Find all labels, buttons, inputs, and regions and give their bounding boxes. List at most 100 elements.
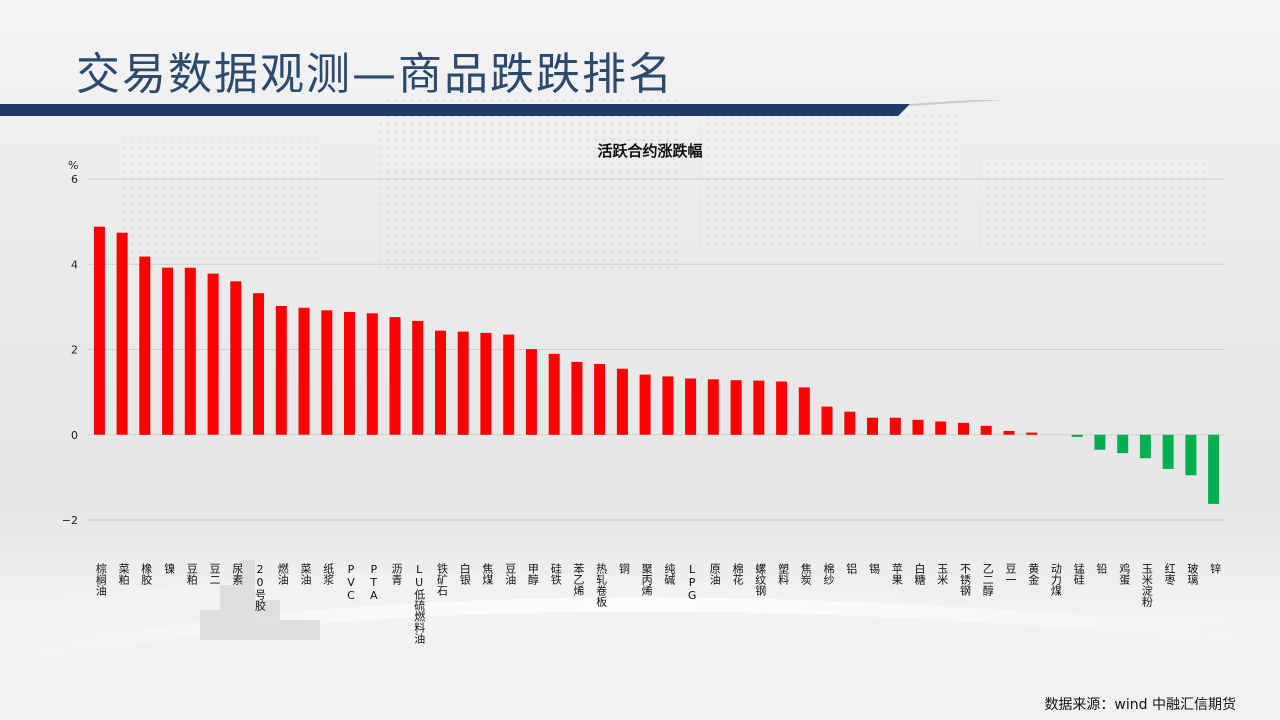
x-tick-label: 棉纱 <box>822 563 835 585</box>
bar <box>594 364 606 435</box>
y-tick-label: −2 <box>62 514 78 527</box>
x-tick-label: 铁矿石 <box>435 563 449 596</box>
x-tick-label: 豆油 <box>503 563 517 585</box>
x-tick-label: 原油 <box>708 563 722 585</box>
bar <box>275 306 287 435</box>
bar <box>980 425 992 435</box>
x-tick-label: 豆二 <box>208 563 222 585</box>
bar <box>821 406 833 435</box>
x-tick-label: PTA <box>367 563 381 602</box>
bar <box>93 226 105 435</box>
bar <box>912 419 924 435</box>
x-tick-label: 玻璃 <box>1185 563 1199 585</box>
x-tick-label: 苹果 <box>890 563 904 585</box>
bar <box>889 417 901 435</box>
bar <box>753 380 765 435</box>
bar <box>230 281 242 435</box>
x-tick-label: 菜油 <box>299 563 312 585</box>
bar <box>685 378 697 435</box>
bar <box>207 273 219 435</box>
bar <box>184 267 196 435</box>
x-tick-label: 铜 <box>617 563 631 574</box>
y-axis-unit: % <box>68 159 78 172</box>
bar <box>616 368 628 435</box>
bar <box>867 417 878 435</box>
bar <box>1117 434 1129 454</box>
x-tick-label: 螺纹钢 <box>753 563 767 596</box>
x-tick-label: 红枣 <box>1163 563 1177 585</box>
x-tick-label: 沥青 <box>390 563 403 585</box>
x-tick-label: 锡 <box>867 563 881 574</box>
bar <box>344 312 355 435</box>
x-tick-label: 菜粕 <box>117 563 131 585</box>
bar <box>1003 430 1015 435</box>
x-tick-label: 锰硅 <box>1072 563 1086 585</box>
x-tick-label: 铅 <box>1094 563 1108 574</box>
x-tick-label: 燃油 <box>276 563 290 585</box>
x-tick-label: 白银 <box>458 563 472 585</box>
x-tick-label: LPG <box>685 563 699 602</box>
bar <box>139 256 151 435</box>
x-tick-label: 焦炭 <box>799 563 813 585</box>
bar <box>412 320 424 435</box>
x-tick-label: PVC <box>344 563 358 602</box>
bar <box>1162 434 1174 469</box>
x-tick-label: 纯碱 <box>662 563 676 585</box>
x-tick-label: 棉花 <box>731 563 745 585</box>
x-tick-label: 白糖 <box>913 563 926 585</box>
x-tick-label: 塑料 <box>776 563 790 585</box>
x-tick-label: 硅铁 <box>549 563 563 585</box>
bar <box>1071 434 1083 437</box>
bar <box>321 310 333 435</box>
bar <box>958 422 969 435</box>
x-tick-label: 铝 <box>844 563 858 574</box>
bar <box>662 376 674 435</box>
x-tick-label: 甲醇 <box>526 563 540 585</box>
bar <box>798 387 810 435</box>
x-tick-label: 不锈钢 <box>958 563 972 596</box>
bar <box>503 334 515 435</box>
bar <box>1139 434 1151 459</box>
bar <box>525 349 537 435</box>
x-tick-label: 豆一 <box>1004 563 1017 585</box>
bar <box>298 307 310 435</box>
x-tick-label: 纸浆 <box>321 563 335 585</box>
x-tick-label: 动力煤 <box>1049 563 1063 596</box>
x-tick-label: LU低硫燃料油 <box>412 563 426 644</box>
x-tick-label: 棕榈油 <box>94 563 108 596</box>
bar <box>639 374 651 435</box>
bar <box>844 411 856 435</box>
x-tick-label: 焦煤 <box>480 563 494 585</box>
y-tick-label: 4 <box>71 258 78 271</box>
x-tick-label: 热轧卷板 <box>594 563 608 607</box>
x-tick-label: 20号胶 <box>253 563 267 611</box>
bar <box>571 361 583 435</box>
bar <box>776 381 788 435</box>
y-tick-label: 0 <box>71 429 78 442</box>
bar <box>548 353 560 435</box>
bar <box>1094 434 1106 450</box>
bar <box>1208 434 1220 504</box>
bar <box>1026 432 1038 435</box>
x-tick-label: 橡胶 <box>139 563 153 585</box>
bar <box>435 330 446 435</box>
bar <box>116 232 128 435</box>
x-tick-label: 玉米 <box>935 563 949 585</box>
x-tick-label: 鸡蛋 <box>1117 563 1131 585</box>
bar <box>253 293 264 435</box>
x-tick-label: 黄金 <box>1026 563 1040 585</box>
x-tick-label: 玉米淀粉 <box>1140 563 1154 607</box>
x-tick-label: 聚丙烯 <box>640 563 654 596</box>
y-tick-label: 2 <box>71 344 78 357</box>
bar <box>707 379 719 435</box>
x-tick-label: 苯乙烯 <box>571 563 585 596</box>
data-source: 数据来源：wind 中融汇信期货 <box>1044 697 1236 713</box>
bar <box>366 313 378 435</box>
x-tick-label: 乙二醇 <box>981 563 995 596</box>
bar <box>162 267 174 435</box>
bar <box>1185 434 1197 476</box>
bar <box>730 380 742 435</box>
page-title: 交易数据观测—商品跌跌排名 <box>76 49 674 100</box>
